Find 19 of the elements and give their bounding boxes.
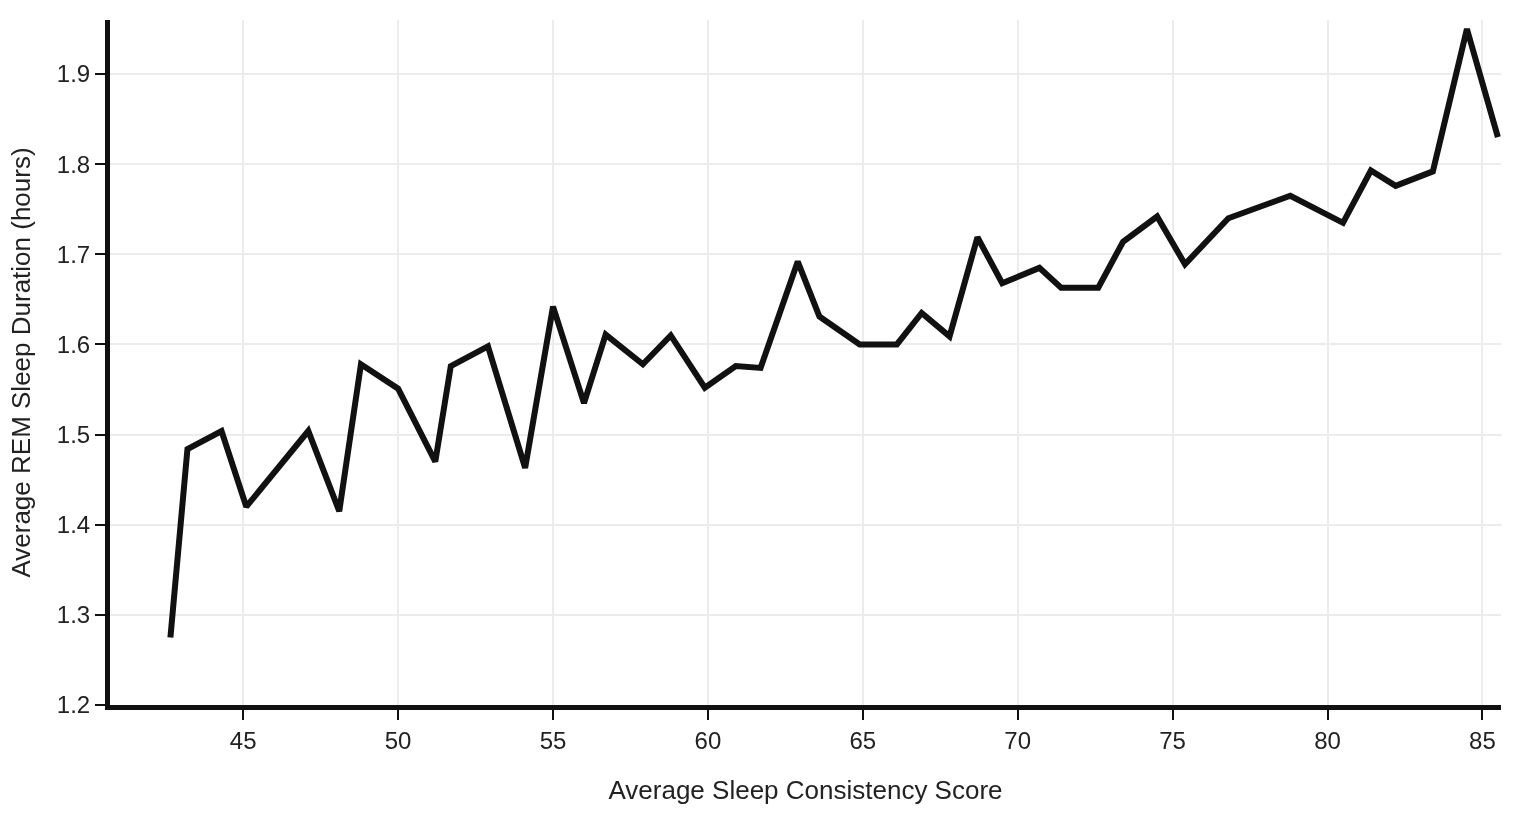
y-tick-label: 1.6 xyxy=(56,330,91,358)
y-tick-label: 1.4 xyxy=(56,511,91,539)
x-axis-title: Average Sleep Consistency Score xyxy=(608,775,1003,806)
x-tick-label: 70 xyxy=(1004,726,1032,754)
y-tick-label: 1.5 xyxy=(56,421,91,449)
x-tick-label: 80 xyxy=(1314,726,1341,754)
x-tick-label: 85 xyxy=(1469,726,1496,754)
y-tick-label: 1.9 xyxy=(56,60,91,88)
x-tick-label: 55 xyxy=(539,726,567,754)
x-tick-label: 50 xyxy=(384,726,412,754)
y-tick-label: 1.7 xyxy=(56,240,91,268)
y-tick-label: 1.8 xyxy=(56,150,91,178)
y-tick-label: 1.3 xyxy=(56,601,91,629)
x-tick-label: 45 xyxy=(229,726,257,754)
x-tick-label: 65 xyxy=(849,726,877,754)
y-tick-label: 1.2 xyxy=(56,691,91,719)
y-axis-title: Average REM Sleep Duration (hours) xyxy=(6,147,37,578)
x-tick-label: 60 xyxy=(694,726,722,754)
x-tick-label: 75 xyxy=(1159,726,1186,754)
